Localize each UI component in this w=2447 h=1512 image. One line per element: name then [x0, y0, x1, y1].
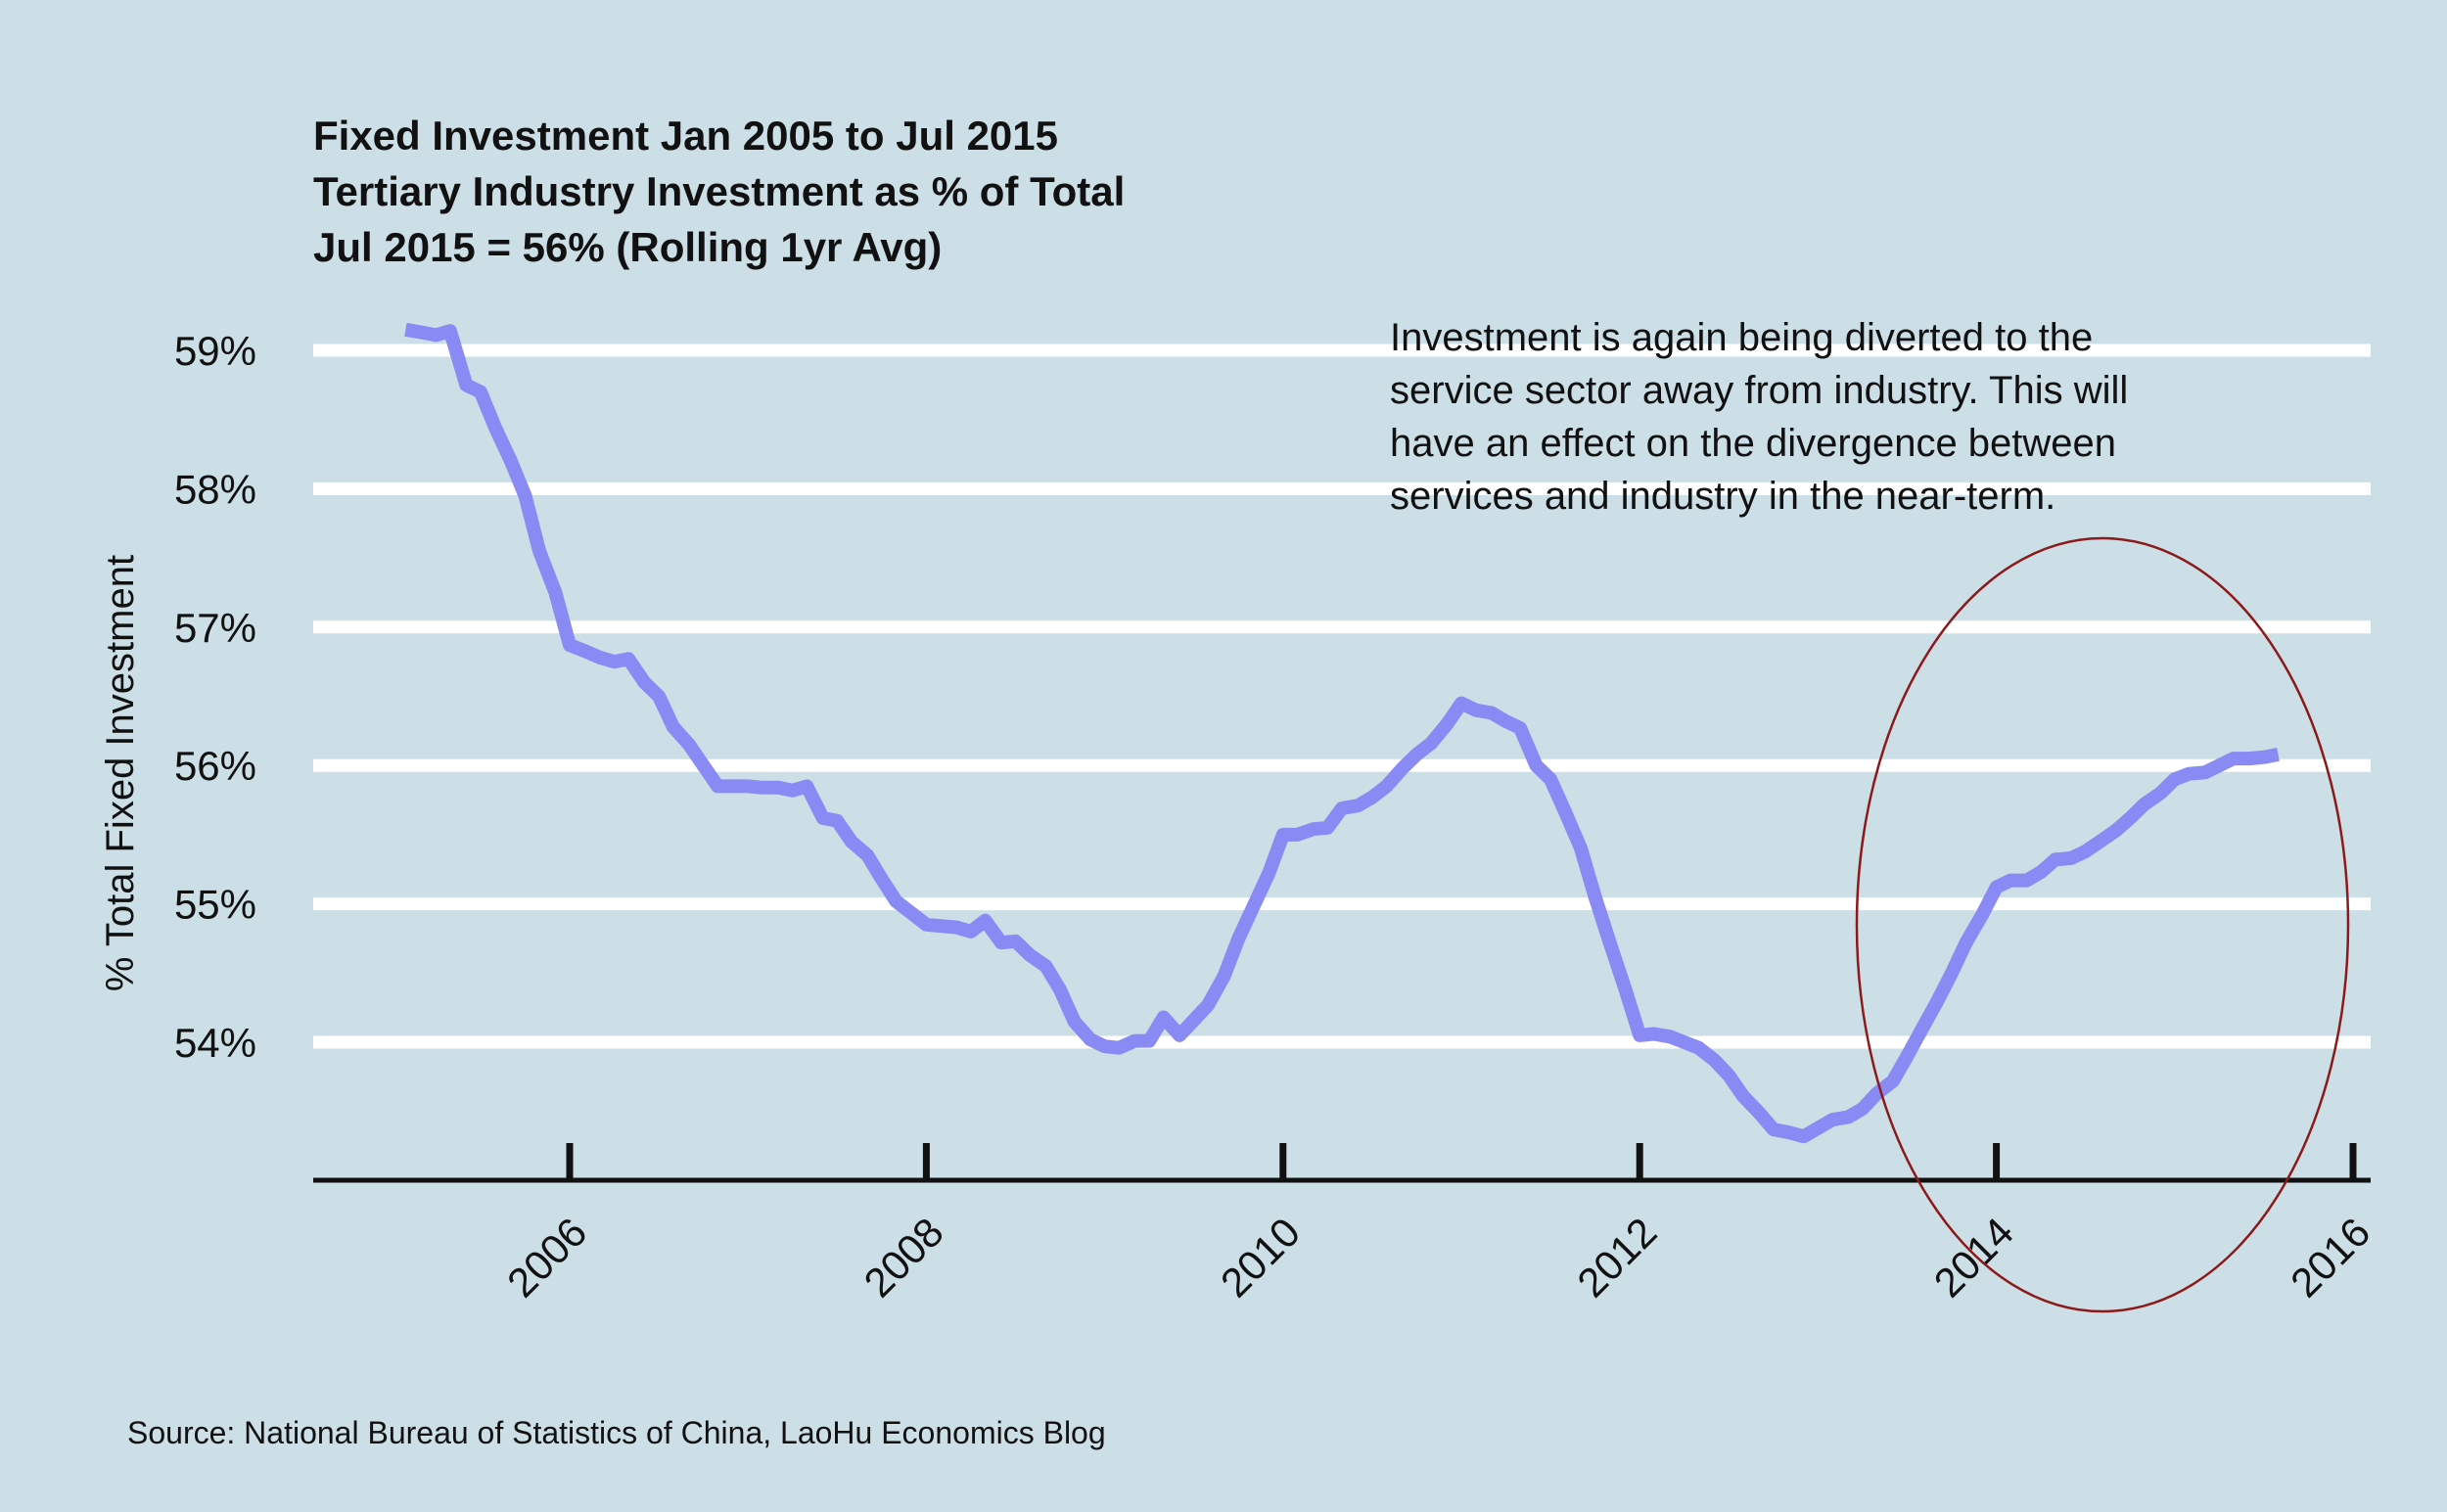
y-tick-label: 57% [174, 605, 256, 651]
x-tick-label: 2014 [1925, 1209, 2022, 1306]
y-tick-label: 54% [174, 1020, 256, 1066]
x-tick-label: 2012 [1568, 1209, 1665, 1306]
annotation-line-3: have an effect on the divergence between [1390, 422, 2116, 465]
x-tick-label: 2010 [1212, 1209, 1309, 1306]
x-tick-label: 2006 [498, 1209, 595, 1306]
annotation: Investment is again being diverted to th… [1390, 316, 2128, 518]
annotation-line-2: service sector away from industry. This … [1390, 369, 2128, 412]
chart-title: Fixed Investment Jan 2005 to Jul 2015 Te… [313, 113, 1125, 270]
x-axis [313, 1143, 2371, 1183]
x-tick-label: 2016 [2282, 1209, 2378, 1306]
y-axis-label: % Total Fixed Investment [99, 555, 142, 991]
y-tick-label: 59% [174, 328, 256, 374]
series-line [404, 322, 2280, 1144]
title-line-1: Fixed Investment Jan 2005 to Jul 2015 [313, 113, 1058, 159]
title-line-2: Tertiary Industry Investment as % of Tot… [313, 168, 1125, 214]
gridlines [313, 344, 2371, 1049]
annotation-line-4: services and industry in the near-term. [1390, 475, 2055, 518]
y-tick-label: 56% [174, 743, 256, 789]
highlight-ellipse [1855, 536, 2350, 1313]
annotation-line-1: Investment is again being diverted to th… [1390, 316, 2093, 359]
title-line-3: Jul 2015 = 56% (Rolling 1yr Avg) [313, 224, 942, 270]
source-note: Source: National Bureau of Statistics of… [127, 1415, 1106, 1450]
x-axis-tick-labels: 2006 2008 2010 2012 2014 2016 [498, 1209, 2378, 1306]
y-tick-label: 55% [174, 882, 256, 928]
x-tick-label: 2008 [854, 1209, 951, 1306]
y-tick-label: 58% [174, 466, 256, 512]
y-axis-tick-labels: 54% 55% 56% 57% 58% 59% [174, 328, 256, 1066]
